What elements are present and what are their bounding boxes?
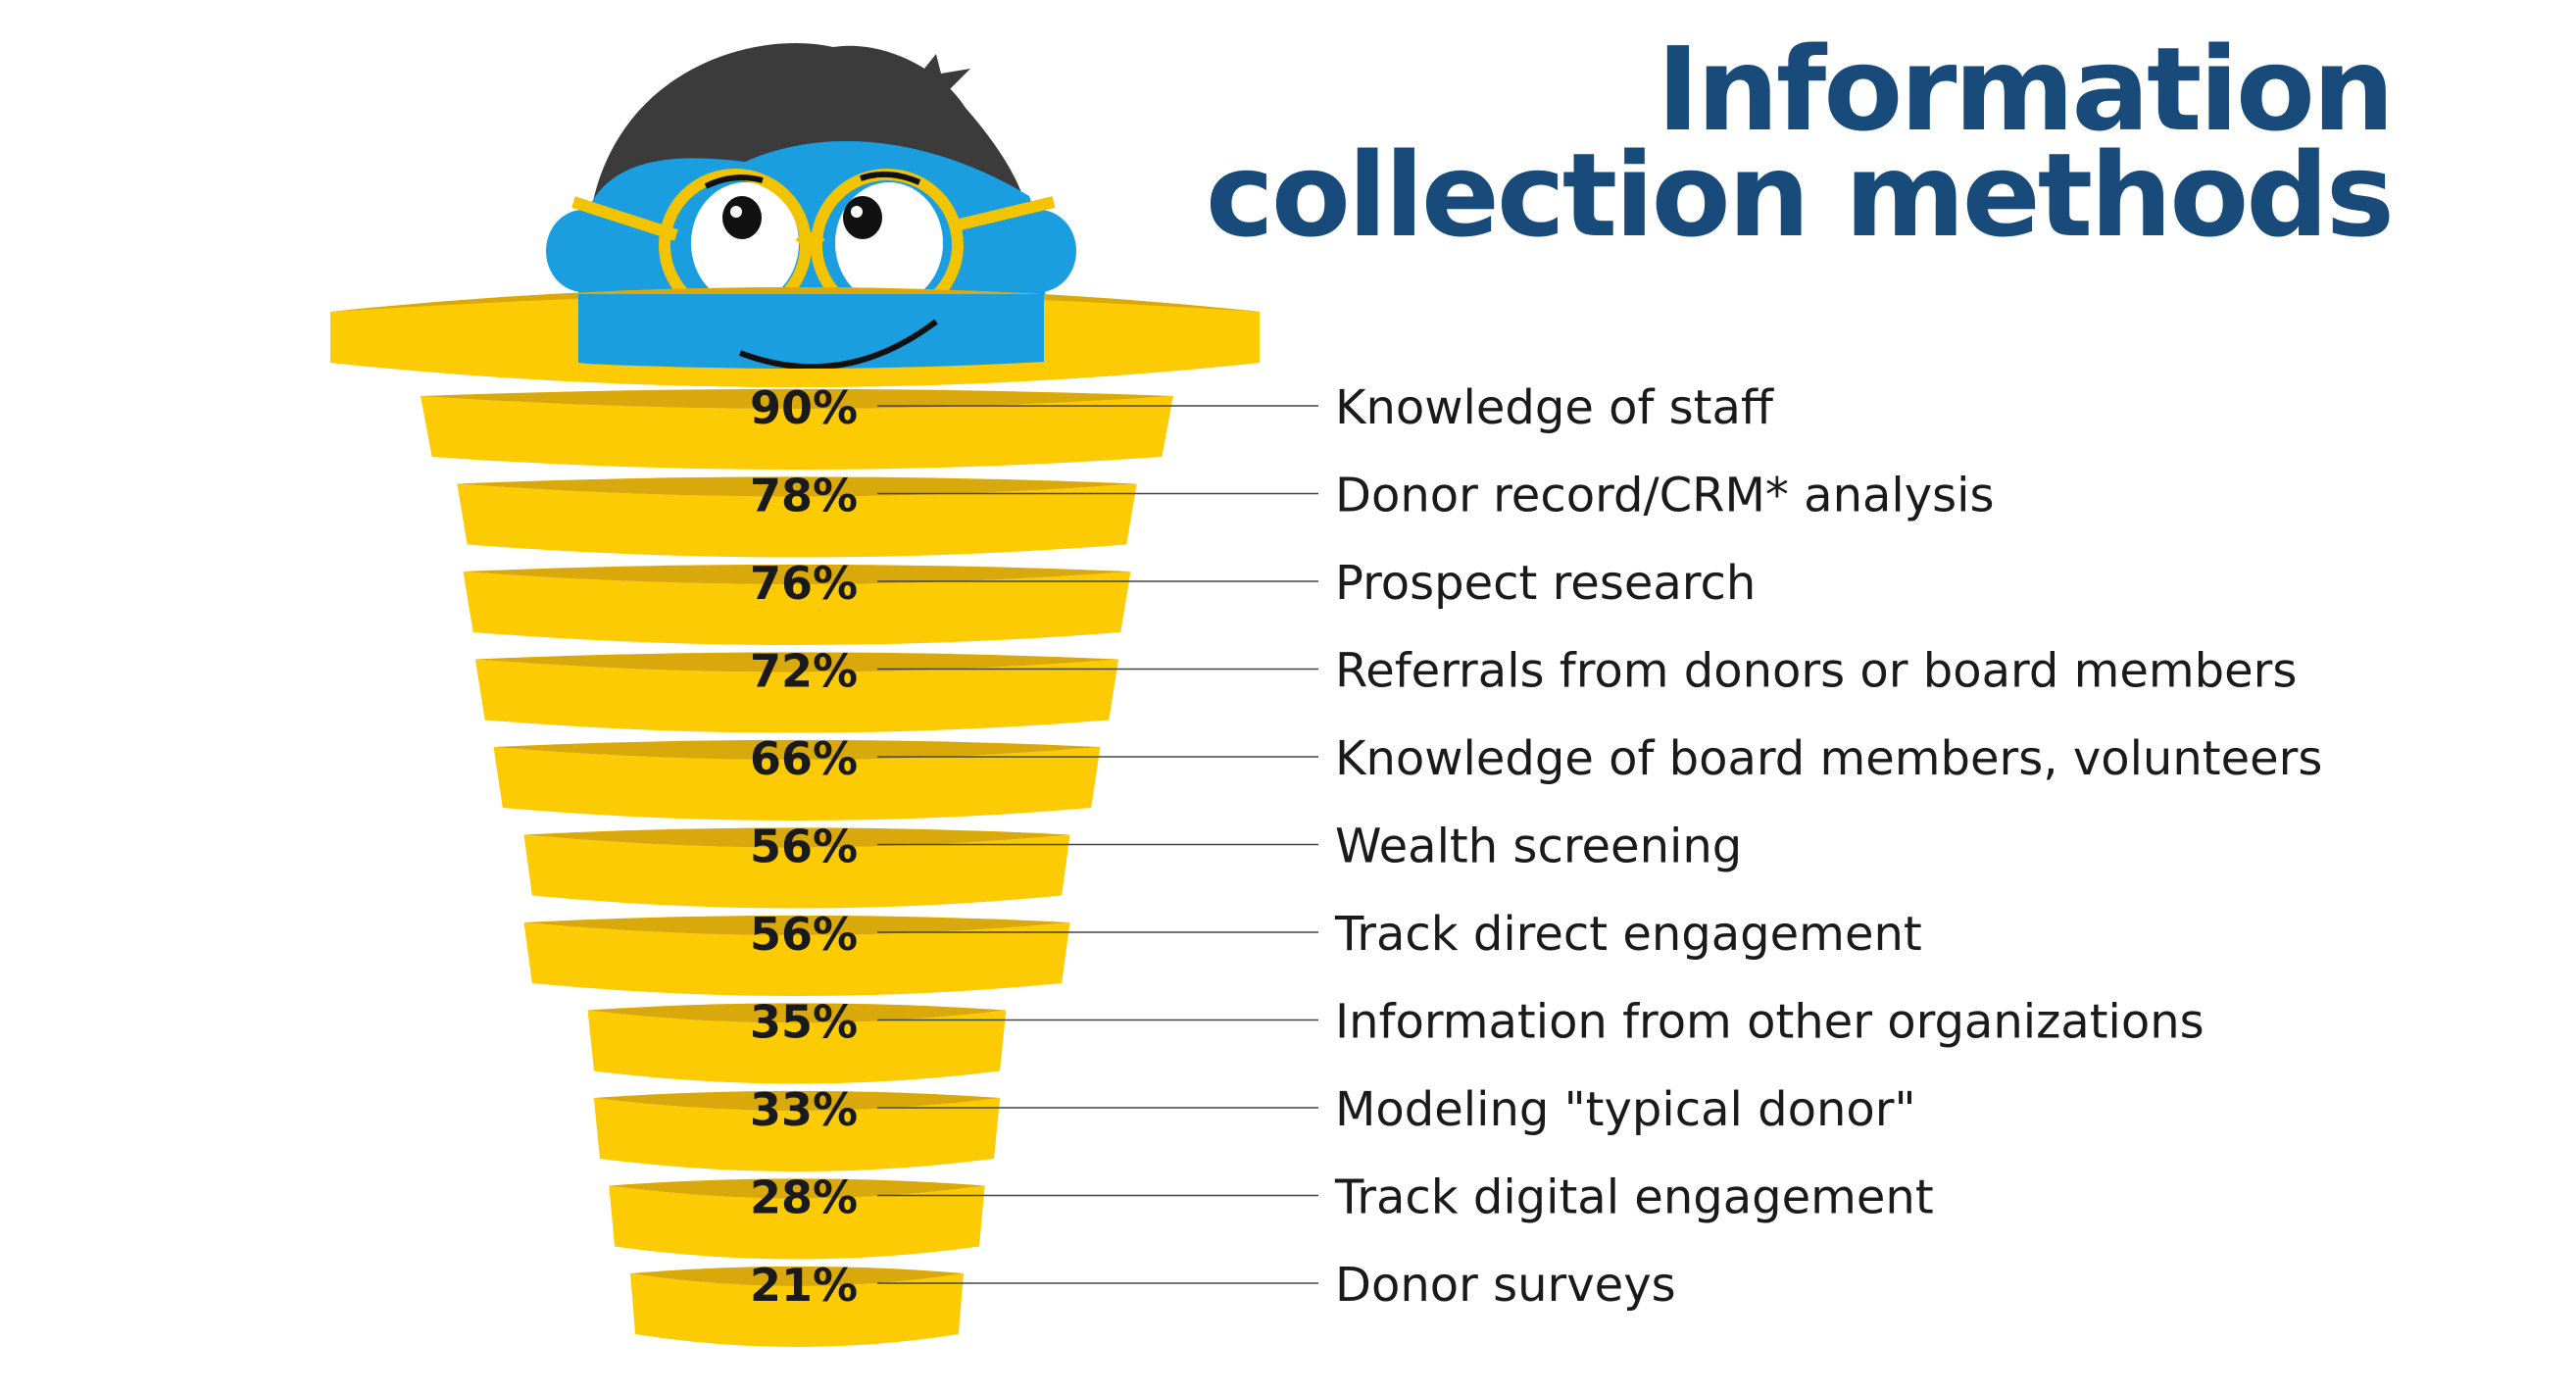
value-label: 33% xyxy=(750,1083,858,1136)
funnel-ring xyxy=(463,564,1131,646)
category-label: Donor record/CRM* analysis xyxy=(1335,469,1995,523)
funnel-top-collar xyxy=(330,287,1260,387)
value-label: 21% xyxy=(750,1259,858,1312)
funnel-ring xyxy=(523,915,1070,997)
funnel-ring xyxy=(474,652,1119,733)
title-line-1: Information xyxy=(1657,22,2392,157)
funnel-rings xyxy=(421,388,1173,1348)
category-label: Referrals from donors or board members xyxy=(1335,644,2297,699)
category-label: Information from other organizations xyxy=(1335,995,2204,1050)
funnel-top-rim xyxy=(330,287,1260,387)
funnel-ring xyxy=(457,476,1137,558)
funnel-ring xyxy=(493,739,1101,821)
funnel-ring xyxy=(587,1003,1007,1084)
right-pupil xyxy=(843,196,882,239)
value-label: 56% xyxy=(750,908,858,961)
funnel-ring xyxy=(523,827,1070,909)
hair-tuft xyxy=(916,54,970,93)
value-label: 28% xyxy=(750,1171,858,1224)
category-label: Track digital engagement xyxy=(1334,1170,1934,1225)
title-line-2: collection methods xyxy=(1206,127,2392,263)
funnel-ring xyxy=(421,388,1173,471)
glasses-bridge xyxy=(795,232,825,247)
chart-title: Information collection methods xyxy=(1206,22,2395,263)
value-label: 90% xyxy=(750,381,858,434)
category-label: Knowledge of staff xyxy=(1335,380,1774,435)
right-eyebrow xyxy=(859,171,921,185)
left-eye xyxy=(691,182,799,304)
cartoon-character-face-icon xyxy=(546,42,1076,373)
funnel-labels: 90% Knowledge of staff 78% Donor record/CRM… xyxy=(750,380,2322,1313)
category-label: Modeling "typical donor" xyxy=(1335,1082,1916,1137)
funnel-ring xyxy=(609,1178,985,1260)
category-label: Donor surveys xyxy=(1335,1258,1676,1313)
value-label: 76% xyxy=(750,557,858,610)
value-label: 56% xyxy=(750,821,858,873)
glasses-arm-left xyxy=(571,196,678,241)
left-eyebrow xyxy=(704,174,764,189)
value-label: 72% xyxy=(750,645,858,698)
funnel-ring xyxy=(630,1266,964,1348)
value-label: 66% xyxy=(750,732,858,785)
category-label: Track direct engagement xyxy=(1334,907,1922,962)
category-label: Knowledge of board members, volunteers xyxy=(1335,731,2322,786)
funnel-ring xyxy=(593,1090,1001,1172)
category-label: Prospect research xyxy=(1335,556,1756,611)
left-pupil xyxy=(722,196,762,239)
glasses-arm-right xyxy=(954,196,1056,231)
category-label: Wealth screening xyxy=(1335,820,1742,874)
value-label: 35% xyxy=(750,996,858,1049)
value-label: 78% xyxy=(750,470,858,522)
